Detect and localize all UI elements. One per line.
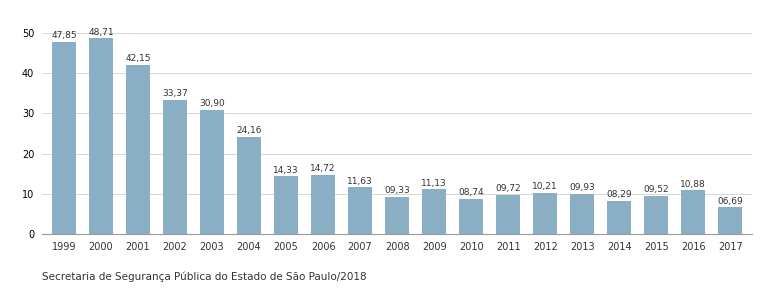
Text: 09,33: 09,33 [385,186,410,195]
Text: 47,85: 47,85 [51,31,77,40]
Bar [607,201,632,234]
Text: 14,33: 14,33 [274,166,299,175]
Text: 08,74: 08,74 [458,188,484,197]
Bar [348,187,372,234]
Bar [52,42,76,234]
Text: 06,69: 06,69 [717,196,743,206]
Text: 24,16: 24,16 [236,126,261,135]
Text: 33,37: 33,37 [162,89,188,98]
Bar [570,194,594,234]
Bar [237,137,261,234]
Bar [274,176,298,234]
Bar [126,64,150,234]
Text: 14,72: 14,72 [310,164,336,173]
Text: 42,15: 42,15 [125,54,150,63]
Bar [311,175,335,234]
Text: 09,52: 09,52 [644,185,669,194]
Text: 11,63: 11,63 [347,177,373,186]
Bar [385,196,409,234]
Text: 11,13: 11,13 [421,179,447,188]
Text: 10,21: 10,21 [532,182,558,191]
Bar [681,190,705,234]
Text: 08,29: 08,29 [606,190,632,199]
Bar [496,195,520,234]
Bar [163,100,187,234]
Bar [533,193,557,234]
Bar [644,196,668,234]
Text: 48,71: 48,71 [88,28,114,37]
Text: 09,93: 09,93 [569,184,595,193]
Bar [89,38,113,234]
Bar [718,207,743,234]
Text: 30,90: 30,90 [199,99,225,108]
Text: Secretaria de Segurança Pública do Estado de São Paulo/2018: Secretaria de Segurança Pública do Estad… [42,272,366,282]
Bar [200,110,224,234]
Text: 10,88: 10,88 [680,180,706,189]
Bar [459,199,483,234]
Text: 09,72: 09,72 [496,184,521,193]
Bar [422,189,446,234]
